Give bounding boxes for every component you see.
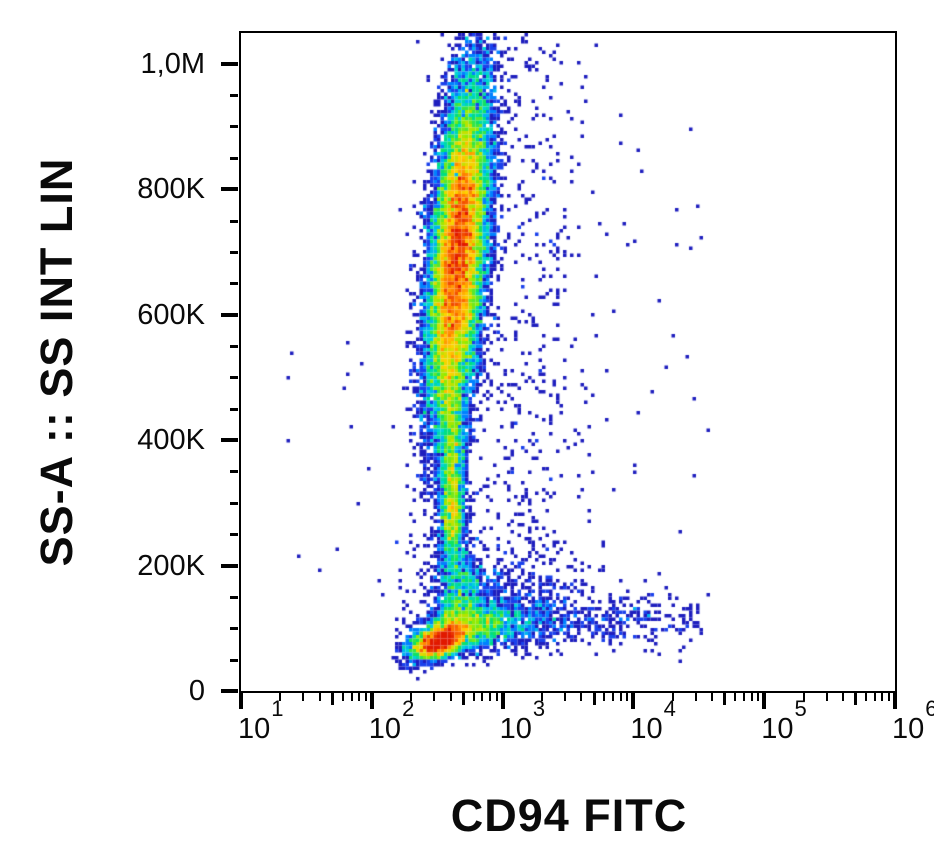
x-minor-tick [481, 693, 484, 701]
y-tick-label: 400K [137, 424, 205, 457]
y-minor-tick [230, 595, 238, 599]
x-minor-tick [495, 693, 498, 701]
y-minor-tick [230, 94, 238, 98]
y-minor-tick [230, 125, 238, 129]
x-minor-tick [540, 693, 543, 701]
x-tick-label: 106 [892, 696, 934, 745]
x-minor-tick [433, 693, 436, 701]
x-minor-tick [619, 693, 622, 701]
x-minor-tick [802, 693, 805, 701]
y-minor-tick [230, 156, 238, 160]
x-minor-tick [694, 693, 697, 701]
x-minor-tick [757, 693, 760, 701]
y-minor-tick [230, 658, 238, 662]
y-major-tick [221, 312, 238, 317]
y-minor-tick [230, 470, 238, 474]
y-tick-label: 200K [137, 549, 205, 582]
x-minor-tick [854, 693, 858, 705]
x-minor-tick [750, 693, 753, 701]
x-tick-label: 101 [238, 696, 284, 745]
x-minor-tick [488, 693, 491, 701]
y-tick-label: 800K [137, 173, 205, 206]
y-minor-tick [230, 219, 238, 223]
x-tick-label: 103 [499, 696, 546, 745]
x-minor-tick [341, 693, 344, 701]
x-major-tick [500, 693, 505, 709]
density-scatter-canvas [241, 33, 895, 691]
x-minor-tick [461, 693, 465, 705]
x-minor-tick [626, 693, 629, 701]
x-minor-tick [612, 693, 615, 701]
x-major-tick [631, 693, 636, 709]
y-axis-title: SS-A :: SS INT LIN [31, 157, 82, 567]
y-major-tick [221, 61, 238, 66]
y-minor-tick [230, 250, 238, 254]
x-minor-tick [881, 693, 884, 701]
x-minor-tick [671, 693, 674, 701]
x-minor-tick [364, 693, 367, 701]
y-minor-tick [230, 345, 238, 348]
x-minor-tick [723, 693, 727, 705]
y-major-tick [221, 438, 238, 443]
x-minor-tick [742, 693, 745, 701]
x-tick-label: 104 [630, 696, 676, 745]
x-minor-tick [734, 693, 737, 701]
x-minor-tick [603, 693, 606, 701]
y-minor-tick [230, 627, 238, 631]
x-minor-tick [564, 693, 566, 701]
x-major-tick [893, 693, 897, 709]
x-axis-title: CD94 FITC [450, 790, 688, 841]
x-minor-tick [330, 693, 334, 705]
y-minor-tick [230, 282, 238, 286]
x-minor-tick [825, 693, 828, 701]
x-minor-tick [592, 693, 596, 705]
y-minor-tick [230, 407, 238, 411]
x-minor-tick [358, 693, 361, 701]
x-major-tick [239, 693, 243, 709]
y-tick-label: 1,0M [140, 47, 205, 80]
x-minor-tick [350, 693, 353, 701]
x-minor-tick [318, 693, 321, 701]
x-minor-tick [888, 693, 890, 701]
y-major-tick [221, 563, 238, 568]
x-tick-label: 102 [368, 696, 415, 745]
x-minor-tick [410, 693, 413, 701]
y-major-tick [221, 689, 238, 693]
x-minor-tick [472, 693, 475, 701]
y-major-tick [221, 187, 238, 192]
y-minor-tick [230, 533, 238, 537]
x-minor-tick [279, 693, 282, 701]
x-major-tick [369, 693, 374, 709]
x-minor-tick [449, 693, 452, 701]
x-major-tick [762, 693, 767, 709]
y-tick-label: 600K [137, 298, 205, 331]
x-minor-tick [711, 693, 714, 701]
x-minor-tick [841, 693, 844, 701]
y-minor-tick [230, 501, 238, 505]
y-tick-label: 0 [188, 675, 205, 707]
x-minor-tick [873, 693, 876, 701]
y-minor-tick [230, 376, 238, 380]
x-minor-tick [302, 693, 305, 701]
x-minor-tick [580, 693, 583, 701]
x-minor-tick [864, 693, 867, 701]
plot-area [239, 31, 897, 693]
x-tick-label: 105 [761, 696, 807, 745]
